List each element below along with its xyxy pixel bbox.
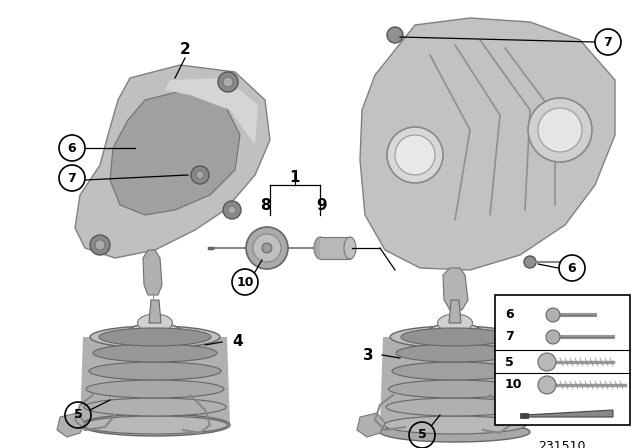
Text: 6: 6 <box>68 142 76 155</box>
Bar <box>320 237 350 259</box>
Ellipse shape <box>93 344 217 362</box>
Polygon shape <box>143 250 162 295</box>
Ellipse shape <box>396 344 514 362</box>
Ellipse shape <box>380 422 530 442</box>
Text: 2: 2 <box>180 43 190 57</box>
Circle shape <box>223 77 233 87</box>
Circle shape <box>538 108 582 152</box>
Text: 7: 7 <box>68 172 76 185</box>
Circle shape <box>90 235 110 255</box>
Text: 5: 5 <box>74 409 83 422</box>
Ellipse shape <box>86 380 224 398</box>
Text: 6: 6 <box>568 262 576 275</box>
Ellipse shape <box>99 328 211 346</box>
Ellipse shape <box>253 234 281 262</box>
Circle shape <box>223 201 241 219</box>
Polygon shape <box>80 337 230 425</box>
Polygon shape <box>357 413 385 437</box>
Ellipse shape <box>401 328 509 346</box>
Ellipse shape <box>384 416 526 434</box>
Circle shape <box>191 166 209 184</box>
Polygon shape <box>525 410 613 417</box>
Text: 10: 10 <box>236 276 253 289</box>
Polygon shape <box>360 18 615 270</box>
Text: 3: 3 <box>363 348 373 362</box>
Text: 7: 7 <box>505 331 514 344</box>
Ellipse shape <box>344 237 356 259</box>
Circle shape <box>218 72 238 92</box>
Circle shape <box>228 206 236 214</box>
Circle shape <box>196 171 204 179</box>
Text: 5: 5 <box>505 356 514 369</box>
Text: 231510: 231510 <box>538 440 586 448</box>
Polygon shape <box>110 90 240 215</box>
Ellipse shape <box>127 323 182 343</box>
Ellipse shape <box>538 353 556 371</box>
Polygon shape <box>57 413 85 437</box>
Ellipse shape <box>84 398 226 416</box>
Ellipse shape <box>90 326 220 348</box>
Circle shape <box>395 135 435 175</box>
Polygon shape <box>380 337 530 425</box>
Text: 8: 8 <box>260 198 270 212</box>
Ellipse shape <box>83 416 227 434</box>
Text: 7: 7 <box>604 35 612 48</box>
Text: 6: 6 <box>505 309 514 322</box>
Circle shape <box>524 256 536 268</box>
Circle shape <box>387 127 443 183</box>
Ellipse shape <box>314 237 326 259</box>
Circle shape <box>528 98 592 162</box>
Polygon shape <box>443 268 468 310</box>
Ellipse shape <box>392 362 518 380</box>
Ellipse shape <box>262 243 272 253</box>
Text: 10: 10 <box>505 379 522 392</box>
Ellipse shape <box>428 323 483 343</box>
Bar <box>520 413 528 418</box>
Circle shape <box>95 240 105 250</box>
Text: 4: 4 <box>233 335 243 349</box>
Ellipse shape <box>386 398 524 416</box>
Ellipse shape <box>538 376 556 394</box>
Ellipse shape <box>138 314 173 332</box>
Ellipse shape <box>546 308 560 322</box>
Ellipse shape <box>546 330 560 344</box>
Bar <box>495 295 630 425</box>
Polygon shape <box>75 65 270 258</box>
Text: 9: 9 <box>317 198 327 212</box>
Ellipse shape <box>438 314 472 332</box>
Text: 1: 1 <box>290 171 300 185</box>
Text: 5: 5 <box>418 428 426 441</box>
Ellipse shape <box>246 227 288 269</box>
Polygon shape <box>149 300 161 323</box>
Polygon shape <box>165 78 258 145</box>
Ellipse shape <box>89 362 221 380</box>
Ellipse shape <box>388 380 522 398</box>
Polygon shape <box>449 300 461 323</box>
Circle shape <box>387 27 403 43</box>
Ellipse shape <box>80 414 230 436</box>
Ellipse shape <box>390 326 520 348</box>
